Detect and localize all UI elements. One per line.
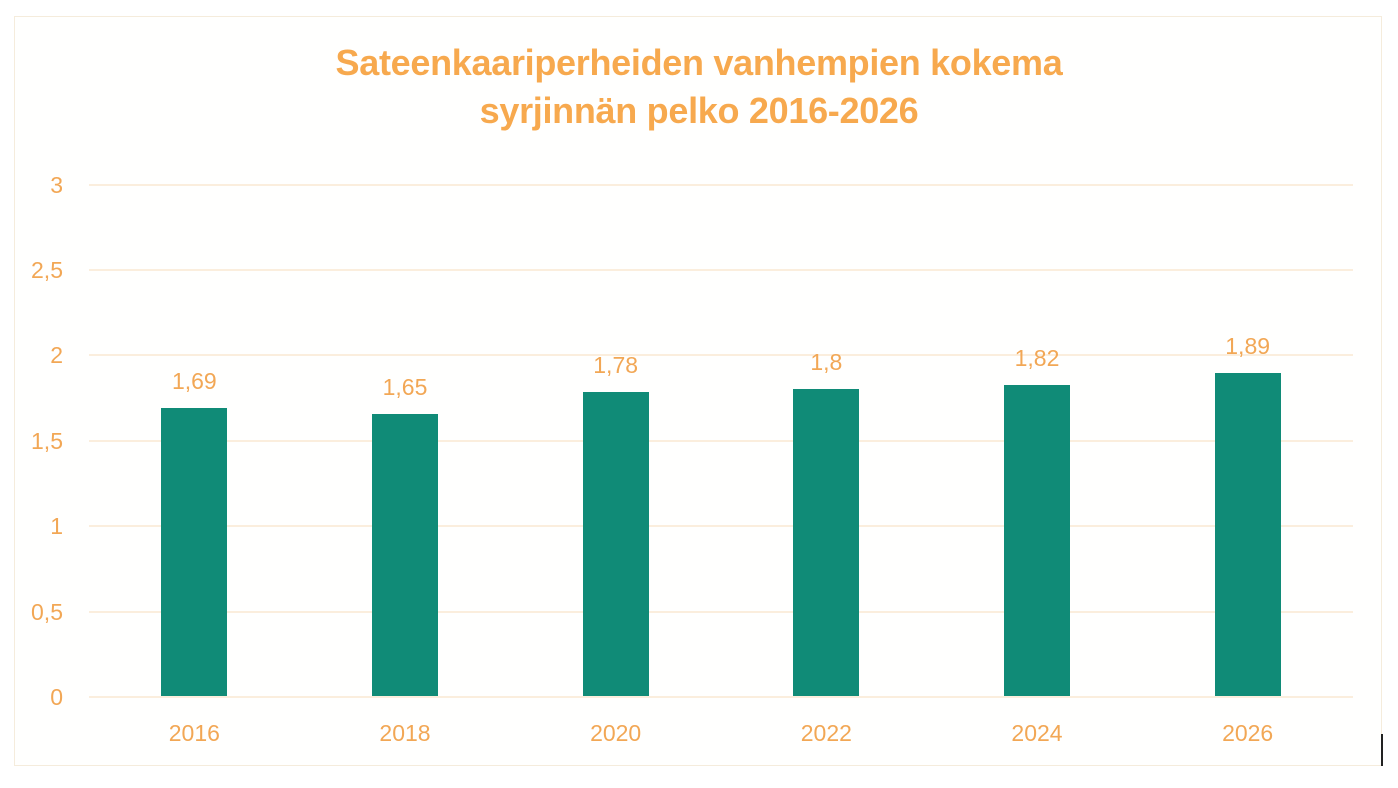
chart-title: Sateenkaariperheiden vanhempien kokema s… xyxy=(15,39,1383,135)
x-tick-label-2018: 2018 xyxy=(379,720,431,746)
y-tick-label: 1,5 xyxy=(31,428,63,454)
chart-title-line-1: Sateenkaariperheiden vanhempien kokema xyxy=(335,42,1063,83)
value-label-2020: 1,78 xyxy=(593,352,639,378)
plot-area: 0 0,5 1 1,5 2 2,5 3 1,69 2016 1,65 2018 1,78… xyxy=(31,172,1353,746)
edge-mark xyxy=(1381,734,1383,766)
x-tick-label-2024: 2024 xyxy=(1011,720,1063,746)
y-tick-label: 0,5 xyxy=(31,599,63,625)
value-label-2024: 1,82 xyxy=(1014,345,1060,371)
bar-2022 xyxy=(793,389,860,696)
bar-2024 xyxy=(1004,385,1070,696)
x-tick-label-2016: 2016 xyxy=(168,720,220,746)
gridline-1-5 xyxy=(89,440,1353,442)
value-label-2018: 1,65 xyxy=(382,374,428,400)
value-label-2016: 1,69 xyxy=(171,368,217,394)
gridline-0-5 xyxy=(89,611,1353,613)
y-tick-label: 3 xyxy=(50,172,63,198)
gridline-0 xyxy=(89,696,1353,698)
y-tick-label: 1 xyxy=(50,513,63,539)
gridline-2 xyxy=(89,354,1353,356)
chart-title-line-2: syrjinnän pelko 2016-2026 xyxy=(479,90,919,131)
y-tick-label: 0 xyxy=(50,684,63,710)
bar-2016 xyxy=(161,408,228,696)
y-tick-label: 2,5 xyxy=(31,257,63,283)
value-label-2022: 1,8 xyxy=(810,349,843,375)
x-tick-label-2026: 2026 xyxy=(1222,720,1274,746)
gridline-3 xyxy=(89,184,1353,186)
y-tick-label: 2 xyxy=(50,342,63,368)
chart-frame: Sateenkaariperheiden vanhempien kokema s… xyxy=(14,16,1383,766)
gridline-1 xyxy=(89,525,1353,527)
value-label-2026: 1,89 xyxy=(1225,333,1271,359)
bar-2020 xyxy=(582,392,649,696)
bar-2026 xyxy=(1214,373,1281,696)
bar-2018 xyxy=(372,414,438,696)
gridline-2-5 xyxy=(89,269,1353,271)
x-tick-label-2020: 2020 xyxy=(590,720,642,746)
x-tick-label-2022: 2022 xyxy=(800,720,852,746)
